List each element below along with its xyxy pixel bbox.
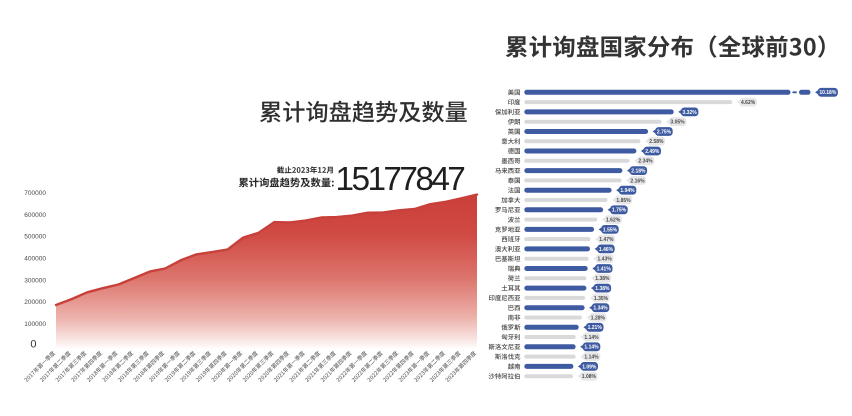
svg-text:1.14%: 1.14%: [584, 335, 599, 341]
svg-text:100000: 100000: [24, 321, 46, 328]
svg-text:300000: 300000: [24, 277, 46, 284]
svg-text:1.09%: 1.09%: [582, 364, 597, 370]
svg-text:1.47%: 1.47%: [599, 237, 614, 243]
svg-text:1.34%: 1.34%: [593, 306, 608, 312]
svg-text:1.14%: 1.14%: [584, 345, 599, 351]
svg-text:1.75%: 1.75%: [612, 208, 627, 214]
svg-text:3.32%: 3.32%: [683, 110, 698, 116]
svg-text:200000: 200000: [24, 299, 46, 306]
svg-text:1.08%: 1.08%: [582, 374, 597, 380]
svg-text:1.62%: 1.62%: [606, 218, 621, 224]
svg-text:4.62%: 4.62%: [741, 100, 756, 106]
svg-text:400000: 400000: [24, 256, 46, 263]
svg-text:1.21%: 1.21%: [588, 325, 603, 331]
svg-text:1.35%: 1.35%: [594, 296, 609, 302]
svg-text:500000: 500000: [24, 234, 46, 241]
svg-text:2.49%: 2.49%: [645, 149, 660, 155]
svg-text:10.18%: 10.18%: [819, 90, 837, 96]
svg-text:700000: 700000: [24, 190, 46, 197]
svg-text:1.46%: 1.46%: [599, 247, 614, 253]
svg-text:1.38%: 1.38%: [595, 276, 610, 282]
svg-text:2.75%: 2.75%: [657, 129, 672, 135]
svg-text:2.34%: 2.34%: [638, 159, 653, 165]
svg-text:600000: 600000: [24, 212, 46, 219]
svg-text:2.16%: 2.16%: [630, 178, 645, 184]
svg-text:15177847: 15177847: [336, 161, 465, 198]
svg-text:1.43%: 1.43%: [598, 257, 613, 263]
svg-text:1.28%: 1.28%: [591, 315, 606, 321]
svg-text:1.41%: 1.41%: [597, 266, 612, 272]
svg-text:0: 0: [30, 339, 36, 351]
svg-text:3.05%: 3.05%: [670, 120, 685, 126]
svg-text:2.18%: 2.18%: [631, 169, 646, 175]
svg-text:1.55%: 1.55%: [603, 227, 618, 233]
svg-text:1.94%: 1.94%: [620, 188, 635, 194]
svg-text:2.58%: 2.58%: [649, 139, 664, 145]
svg-text:1.38%: 1.38%: [595, 286, 610, 292]
svg-text:1.14%: 1.14%: [584, 355, 599, 361]
svg-text:1.85%: 1.85%: [616, 198, 631, 204]
